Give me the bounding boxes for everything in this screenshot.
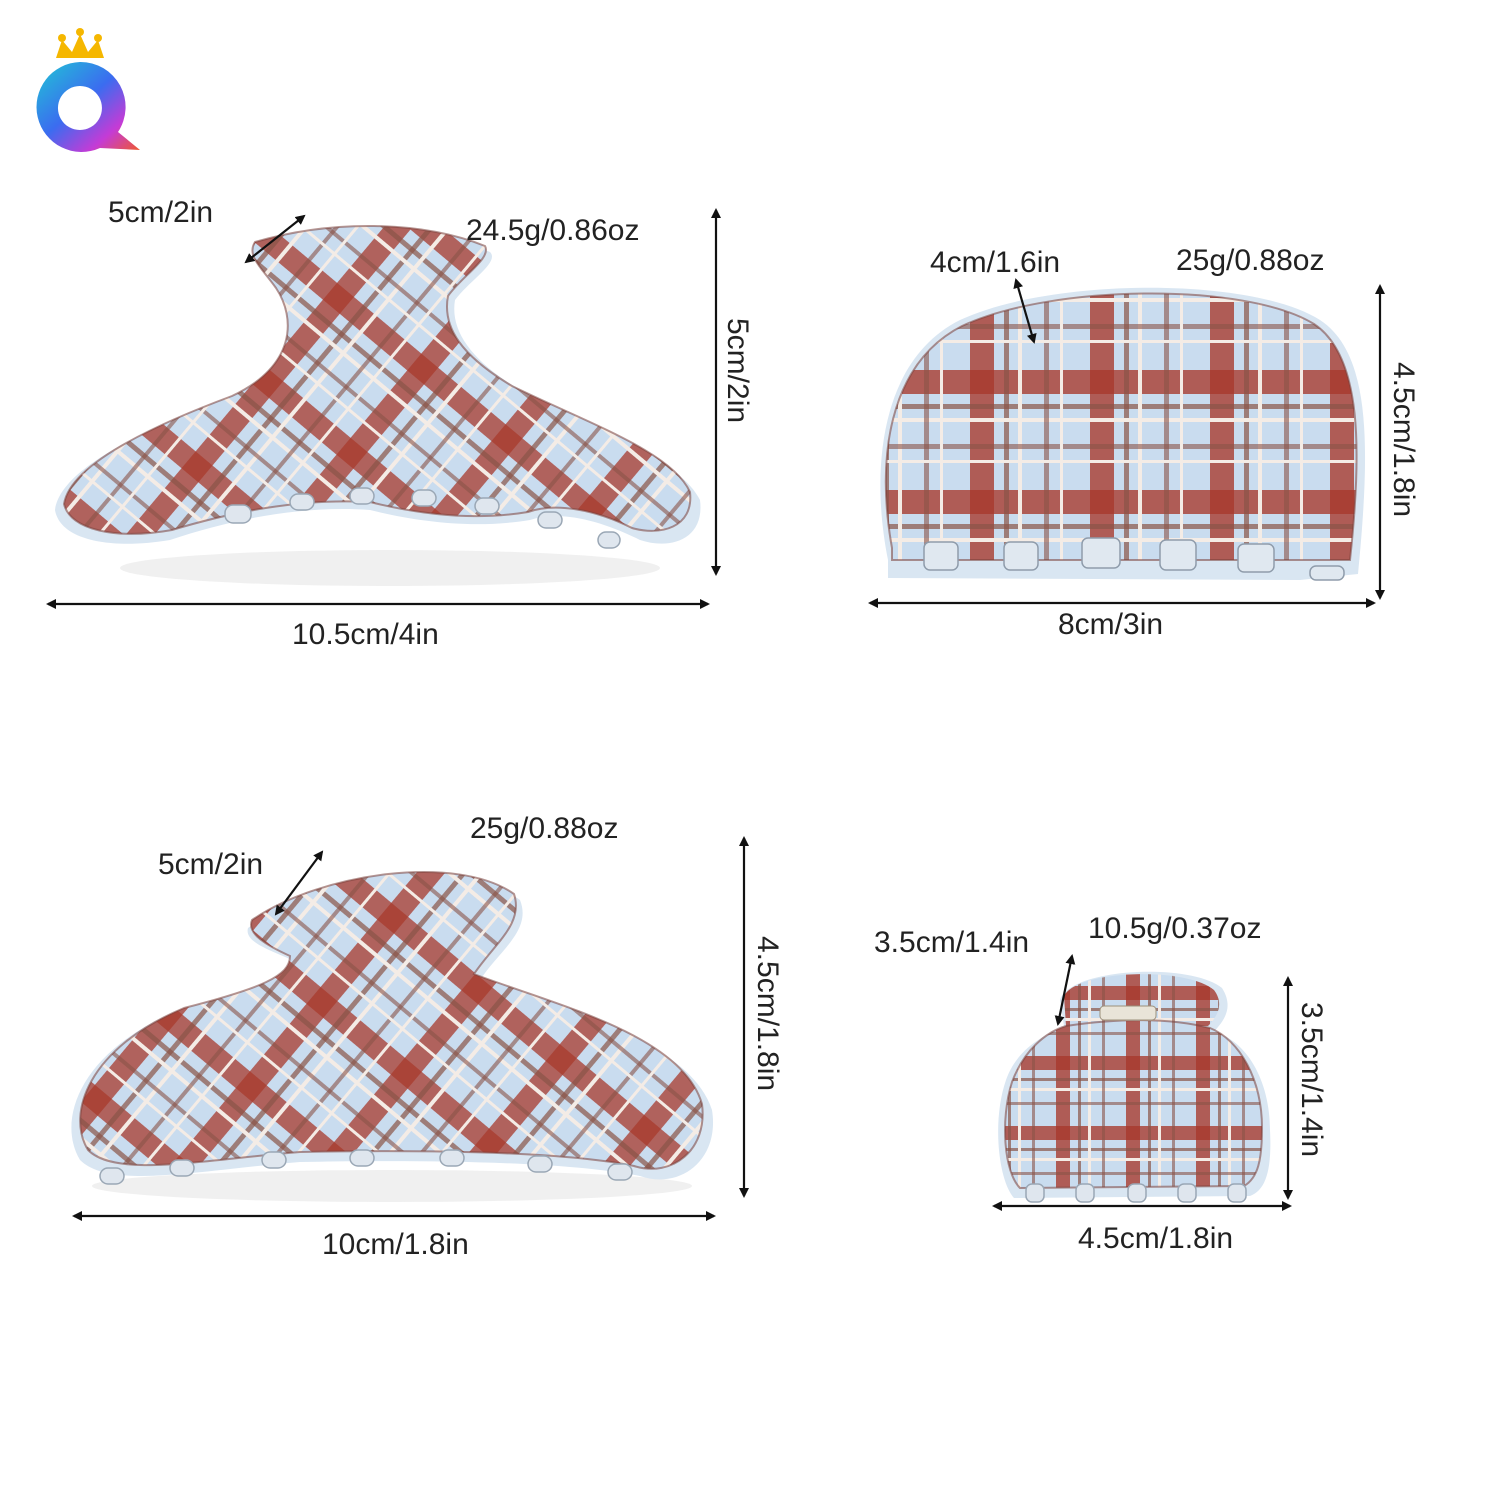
clip-1-width-label: 10.5cm/4in	[292, 618, 439, 651]
clip-4-weight-label: 10.5g/0.37oz	[1088, 912, 1261, 945]
clip-1-teeth	[224, 487, 621, 549]
clip-1-top-arrow	[244, 214, 306, 264]
clip-2-body	[885, 293, 1357, 560]
clip-1-height-label: 5cm/2in	[721, 318, 754, 423]
clip-4-height-label: 3.5cm/1.4in	[1295, 1002, 1328, 1157]
clip-3-width-label: 10cm/1.8in	[322, 1228, 469, 1261]
clip-2-width-label: 8cm/3in	[1058, 608, 1163, 641]
clip-1-body	[64, 225, 691, 534]
clip-2	[880, 287, 1366, 581]
clip-4	[998, 971, 1271, 1203]
clip-4-top-width-label: 3.5cm/1.4in	[874, 926, 1029, 959]
clip-2-top-width-label: 4cm/1.6in	[930, 246, 1060, 279]
clip-4-spring	[1099, 1005, 1157, 1021]
clip-3-top-arrow	[274, 850, 324, 916]
clip-2-teeth	[923, 537, 1345, 581]
crown-q-logo-icon	[36, 28, 140, 152]
clip-1-weight-label: 24.5g/0.86oz	[466, 214, 639, 247]
clip-2-height-label: 4.5cm/1.8in	[1387, 362, 1420, 517]
clip-2-weight-label: 25g/0.88oz	[1176, 244, 1324, 277]
clip-4-top-arrow	[1054, 954, 1076, 1026]
clip-3-body	[80, 871, 703, 1169]
clip-1-top-width-label: 5cm/2in	[108, 196, 213, 229]
clip-1	[55, 225, 701, 586]
clip-4-width-label: 4.5cm/1.8in	[1078, 1222, 1233, 1255]
clip-3-weight-label: 25g/0.88oz	[470, 812, 618, 845]
clip-2-top-arrow	[1013, 278, 1037, 344]
clip-3-top-width-label: 5cm/2in	[158, 848, 263, 881]
clip-4-body	[1005, 1020, 1262, 1188]
clip-3	[71, 871, 714, 1202]
clip-3-teeth	[99, 1149, 633, 1185]
clip-3-height-label: 4.5cm/1.8in	[751, 936, 784, 1091]
